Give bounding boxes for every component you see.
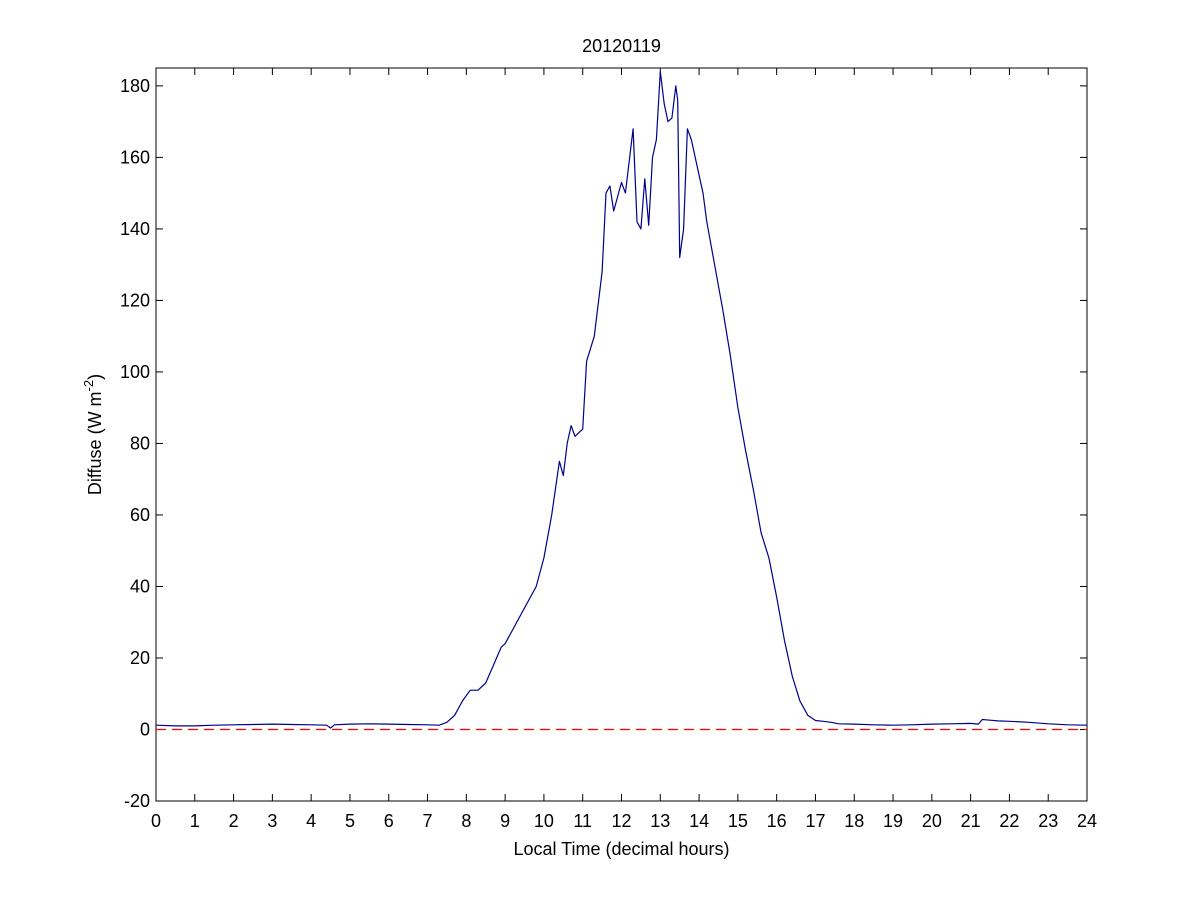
x-tick-label: 24: [1077, 811, 1097, 831]
y-tick-label: 140: [120, 219, 150, 239]
x-tick-label: 13: [650, 811, 670, 831]
x-tick-label: 21: [961, 811, 981, 831]
axis-ticks: 0 1 2 3 4 5 6 7 8 9 10 11 12 13 14 15 16 17 18 19 20 21 22 23 24…: [120, 68, 1097, 831]
x-tick-label: 9: [500, 811, 510, 831]
x-tick-label: 17: [805, 811, 825, 831]
y-tick-label: 80: [130, 433, 150, 453]
y-axis-label: Diffuse (W m-2): [81, 374, 105, 495]
x-axis-label: Local Time (decimal hours): [513, 839, 729, 859]
x-tick-label: 23: [1038, 811, 1058, 831]
x-tick-label: 8: [461, 811, 471, 831]
x-tick-label: 18: [844, 811, 864, 831]
y-tick-label: 120: [120, 290, 150, 310]
y-tick-label: 160: [120, 147, 150, 167]
x-tick-label: 20: [922, 811, 942, 831]
x-tick-label: 15: [728, 811, 748, 831]
y-tick-label: 60: [130, 505, 150, 525]
x-tick-label: 11: [573, 811, 592, 831]
series-line-diffuse: [155, 70, 1088, 729]
x-tick-label: 1: [190, 811, 200, 831]
y-tick-label: 180: [120, 76, 150, 96]
x-tick-label: 12: [611, 811, 631, 831]
x-tick-label: 0: [151, 811, 161, 831]
y-tick-label: -20: [124, 791, 150, 811]
y-axis-label-sup: -2: [81, 380, 96, 392]
y-axis-label-main: Diffuse (W m: [85, 391, 105, 495]
chart-title: 20120119: [582, 36, 661, 56]
x-tick-label: 14: [689, 811, 709, 831]
x-tick-label: 7: [423, 811, 433, 831]
series-layer: [155, 70, 1088, 731]
y-tick-label: 0: [140, 719, 150, 739]
x-tick-label: 2: [229, 811, 239, 831]
x-tick-label: 19: [883, 811, 903, 831]
x-tick-label: 4: [306, 811, 316, 831]
x-tick-label: 10: [534, 811, 554, 831]
x-tick-label: 16: [767, 811, 787, 831]
plot-area: [155, 67, 1088, 802]
x-tick-label: 3: [267, 811, 277, 831]
y-tick-label: 20: [130, 648, 150, 668]
y-tick-label: 100: [120, 362, 150, 382]
y-axis-label-close: ): [85, 374, 105, 380]
x-tick-label: 5: [345, 811, 355, 831]
y-tick-label: 40: [130, 576, 150, 596]
x-tick-label: 22: [999, 811, 1019, 831]
x-tick-label: 6: [384, 811, 394, 831]
